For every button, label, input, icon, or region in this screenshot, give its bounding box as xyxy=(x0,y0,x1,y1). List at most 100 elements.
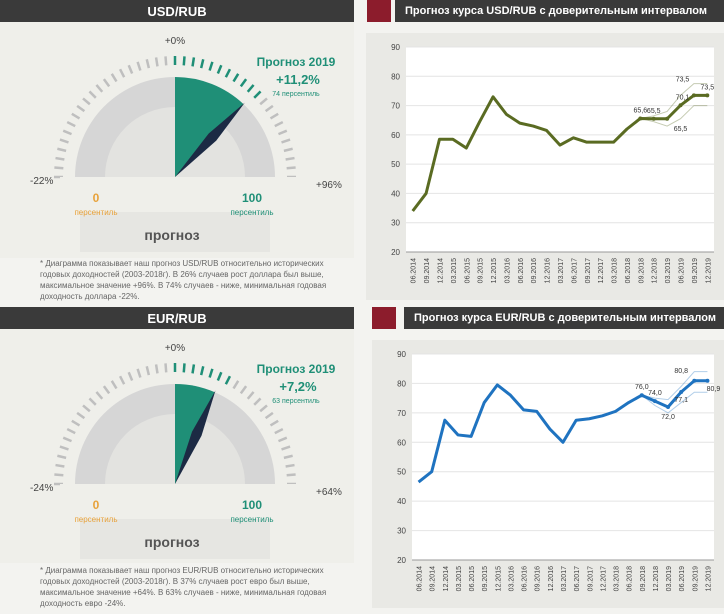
data-label: 80,8 xyxy=(674,368,688,375)
gauge-tick xyxy=(216,64,223,75)
series-point xyxy=(705,378,710,383)
x-tick-label: 09.2014 xyxy=(430,566,437,591)
gauge-tick xyxy=(118,375,126,385)
y-tick-label: 70 xyxy=(397,409,406,418)
x-tick-label: 03.2019 xyxy=(666,566,673,591)
gauge-tick xyxy=(145,59,151,69)
gauge-forecast-wedge xyxy=(175,77,244,177)
data-label: 80,9 xyxy=(707,386,721,393)
x-tick-label: 06.2015 xyxy=(469,566,476,591)
gauge-tick xyxy=(239,385,248,395)
x-tick-label: 03.2018 xyxy=(612,258,619,283)
x-tick-label: 09.2014 xyxy=(424,258,431,283)
series-point xyxy=(652,399,657,404)
data-label: 74,0 xyxy=(648,390,662,397)
series-point xyxy=(692,378,697,383)
gauge-tick xyxy=(118,68,126,78)
x-tick-label: 12.2018 xyxy=(653,566,660,591)
x-tick-label: 06.2016 xyxy=(522,566,529,591)
x-tick-label: 03.2016 xyxy=(504,258,511,283)
percentile-0-label: персентиль xyxy=(74,208,117,217)
x-tick-label: 03.2015 xyxy=(451,258,458,283)
gauge-tick xyxy=(55,463,65,468)
series-point xyxy=(639,393,644,398)
x-tick-label: 12.2016 xyxy=(545,258,552,283)
y-tick-label: 40 xyxy=(397,497,406,506)
gauge-tick xyxy=(59,445,69,451)
gauge-tick xyxy=(253,397,262,406)
gauge-tick xyxy=(102,385,111,395)
x-tick-label: 06.2019 xyxy=(679,566,686,591)
y-tick-label: 30 xyxy=(391,219,400,228)
usd-gauge: +0% -22% +96% Прогноз 2019 +11,2% 74 персенти… xyxy=(30,36,342,257)
series-point xyxy=(666,404,671,409)
data-label: 65,6 xyxy=(634,107,648,114)
gauge-tick xyxy=(191,364,196,374)
gauge-tick xyxy=(136,368,142,378)
gauge-tick xyxy=(182,56,186,66)
y-tick-label: 30 xyxy=(397,527,406,536)
series-point xyxy=(651,116,656,121)
gauge-max-label: +64% xyxy=(316,487,342,498)
gauge-tick xyxy=(285,463,295,468)
x-tick-label: 06.2017 xyxy=(574,566,581,591)
usd-panel-header: USD/RUB xyxy=(0,0,354,22)
gauge-tick xyxy=(154,364,159,374)
forecast-title: Прогноз 2019 xyxy=(257,362,336,376)
x-tick-label: 12.2018 xyxy=(652,258,659,283)
gauge-zero-label: +0% xyxy=(165,343,185,354)
forecast-value: +11,2% xyxy=(276,72,320,87)
x-tick-label: 06.2019 xyxy=(679,258,686,283)
gauge-tick xyxy=(199,59,205,69)
x-tick-label: 09.2017 xyxy=(585,258,592,283)
x-tick-label: 03.2018 xyxy=(614,566,621,591)
x-tick-label: 09.2015 xyxy=(478,258,485,283)
series-point xyxy=(678,103,683,108)
gauge-tick xyxy=(199,366,205,376)
gauge-tick xyxy=(66,427,76,435)
y-tick-label: 20 xyxy=(397,556,406,565)
data-label: 72,0 xyxy=(661,414,675,421)
gauge-tick xyxy=(216,371,223,382)
gauge-tick xyxy=(232,380,240,390)
y-tick-label: 90 xyxy=(391,43,400,52)
gauge-tick xyxy=(264,104,274,113)
gauge-tick xyxy=(253,90,262,99)
x-tick-label: 06.2018 xyxy=(627,566,634,591)
y-tick-label: 70 xyxy=(391,102,400,111)
series-point xyxy=(691,93,696,98)
x-tick-label: 06.2014 xyxy=(417,566,424,591)
x-tick-label: 12.2015 xyxy=(491,258,498,283)
gauge-tick xyxy=(71,419,81,427)
eur-gauge-note: * Диаграмма показывает наш прогноз EUR/R… xyxy=(40,566,327,608)
gauge-tick xyxy=(208,368,214,378)
x-tick-label: 12.2014 xyxy=(443,566,450,591)
gauge-tick xyxy=(281,445,291,451)
x-tick-label: 12.2016 xyxy=(548,566,555,591)
gauge-tick xyxy=(62,129,73,136)
usd-chart-title: Прогноз курса USD/RUB с доверительным ин… xyxy=(395,0,724,22)
percentile-100-label: персентиль xyxy=(230,515,273,524)
gauge-needle xyxy=(175,102,245,177)
x-tick-label: 09.2016 xyxy=(531,258,538,283)
gauge-tick xyxy=(110,73,118,83)
gauge-tick xyxy=(76,104,86,113)
percentile-0-value: 0 xyxy=(93,191,100,205)
forecast-value: +7,2% xyxy=(279,379,317,394)
y-tick-label: 90 xyxy=(397,350,406,359)
gauge-tick xyxy=(164,56,168,66)
y-tick-label: 40 xyxy=(391,189,400,198)
gauge-tick xyxy=(59,138,69,144)
usd-line-chart: 20 30 40 50 60 70 80 90 06.2014 09.2014 12.2014 03.… xyxy=(391,43,714,283)
gauge-tick xyxy=(110,380,118,390)
eur-gauge: +0% -24% +64% Прогноз 2019 +7,2% 63 персентил… xyxy=(30,343,342,563)
gauge-tick xyxy=(95,391,104,400)
x-tick-label: 03.2017 xyxy=(558,258,565,283)
gauge-tick xyxy=(136,61,142,71)
gauge-tick xyxy=(76,411,86,420)
gauge-tick xyxy=(82,97,91,106)
gauge-tick xyxy=(259,404,268,413)
y-tick-label: 50 xyxy=(391,160,400,169)
usd-chart-marker xyxy=(367,0,391,22)
confidence-lower xyxy=(641,391,708,414)
